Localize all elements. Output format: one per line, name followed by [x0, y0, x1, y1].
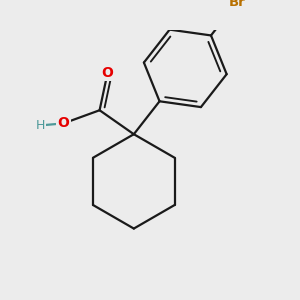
Text: Br: Br [228, 0, 245, 9]
Text: O: O [58, 116, 69, 130]
Text: H: H [36, 119, 45, 132]
Text: O: O [102, 66, 113, 80]
